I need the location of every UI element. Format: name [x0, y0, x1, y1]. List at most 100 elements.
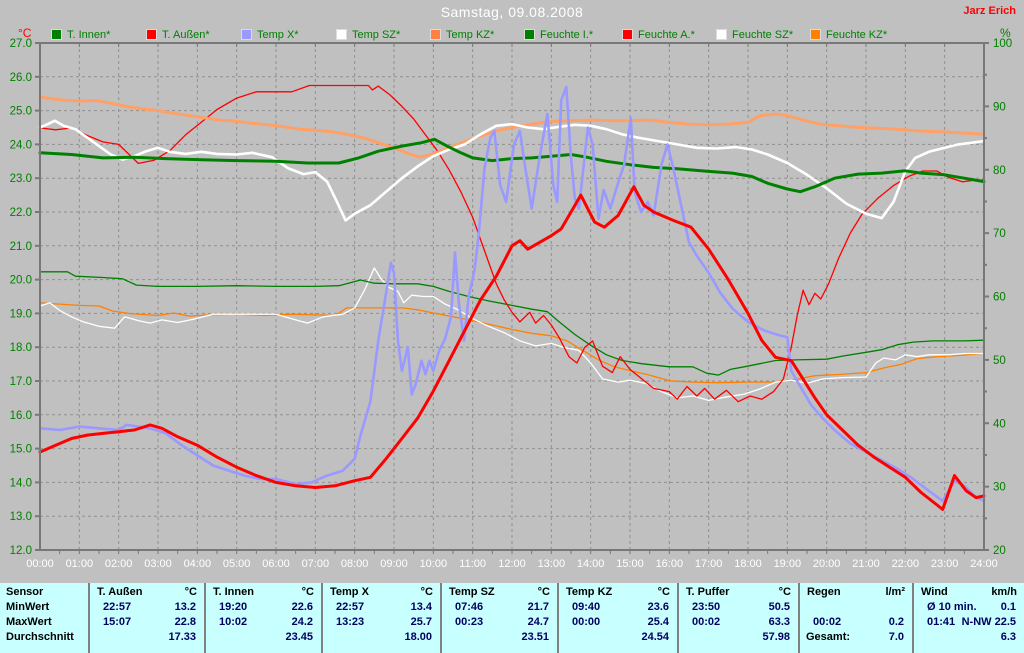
table-column-temp-sz: Temp SZ °C 07:46 21.7 00:23 24.7 23.51: [440, 583, 557, 653]
legend-item-feuchte-kz-: Feuchte KZ*: [810, 28, 887, 41]
x-axis-label: 06:00: [262, 558, 290, 570]
x-axis-label: 05:00: [223, 558, 251, 570]
legend-swatch: [622, 29, 633, 40]
legend-label: Feuchte SZ*: [732, 28, 794, 41]
sensor-name: T. Puffer: [686, 586, 730, 598]
row-label: MaxWert: [6, 616, 52, 628]
avg-row-cell: 18.00: [323, 631, 440, 646]
author-label: Jarz Erich: [963, 5, 1016, 17]
table-column-temp-kz: Temp KZ °C 09:40 23.6 00:00 25.4 24.54: [557, 583, 677, 653]
legend-item-temp-x-: Temp X*: [241, 28, 299, 41]
max-value: N-NW 22.5: [961, 616, 1016, 628]
sensor-unit: l/m²: [885, 586, 905, 598]
legend-swatch: [241, 29, 252, 40]
y-left-label: 13.0: [10, 511, 32, 523]
avg-value: 57.98: [762, 631, 790, 643]
y-right-label: 60: [993, 292, 1006, 304]
min-time: 22:57: [103, 601, 132, 613]
max-value: 63.3: [768, 616, 790, 628]
legend-label: Feuchte A.*: [638, 28, 695, 41]
legend-item-temp-sz-: Temp SZ*: [336, 28, 400, 41]
min-row-cell: 09:40 23.6: [559, 601, 677, 616]
legend-label: Feuchte KZ*: [826, 28, 888, 41]
max-row-cell: 01:41 N-NW 22.5: [914, 616, 1024, 631]
y-right-label: 90: [993, 101, 1006, 113]
x-axis-label: 20:00: [813, 558, 841, 570]
min-value: 13.4: [410, 601, 432, 613]
column-header: Temp SZ °C: [442, 586, 557, 601]
x-axis-label: 01:00: [66, 558, 94, 570]
x-axis-label: 03:00: [144, 558, 172, 570]
max-row-cell: 00:02 0.2: [800, 616, 912, 631]
max-time: 00:02: [692, 616, 721, 628]
x-axis-label: 00:00: [26, 558, 54, 570]
min-time: 09:40: [572, 601, 601, 613]
weather-line-chart: 27.0 26.0 25.0 24.0 23.0 22.0 21.0 20.0 19.0 18.0…: [10, 38, 1013, 570]
legend-swatch: [430, 29, 441, 40]
sensor-unit: °C: [537, 586, 550, 598]
legend-swatch: [146, 29, 157, 40]
series-temp-kz: [38, 95, 986, 159]
min-value: 0.1: [1000, 601, 1016, 613]
sensor-name: Wind: [921, 586, 948, 598]
table-row-label: Sensor: [0, 586, 88, 601]
series-temp-x: [38, 85, 986, 503]
y-left-label: 15.0: [10, 444, 32, 456]
max-value: 0.2: [888, 616, 904, 628]
min-row-cell: 07:46 21.7: [442, 601, 557, 616]
avg-row-cell: 57.98: [679, 631, 798, 646]
max-row-cell: 00:02 63.3: [679, 616, 798, 631]
sensor-unit: °C: [778, 586, 791, 598]
table-row-labels: Sensor MinWert MaxWert Durchschnitt: [0, 583, 88, 653]
legend-label: T. Innen*: [67, 28, 111, 41]
x-axis-label: 17:00: [695, 558, 723, 570]
x-axis-label: 19:00: [774, 558, 802, 570]
sensor-name: Temp KZ: [566, 586, 613, 598]
min-row-cell: 22:57 13.2: [90, 601, 204, 616]
max-value: 22.8: [174, 616, 196, 628]
table-row-label: Durchschnitt: [0, 631, 88, 646]
column-header: Regen l/m²: [800, 586, 912, 601]
min-time: 22:57: [336, 601, 365, 613]
table-column-temp-x: Temp X °C 22:57 13.4 13:23 25.7 18.00: [321, 583, 440, 653]
legend-label: Temp KZ*: [446, 28, 495, 41]
x-axis-label: 10:00: [420, 558, 448, 570]
y-right-label: 30: [993, 482, 1006, 494]
y-left-label: 14.0: [10, 477, 32, 489]
series-feuchte-kz: [39, 302, 985, 384]
row-label: Sensor: [6, 586, 44, 598]
avg-row-cell: 17.33: [90, 631, 204, 646]
y-right-label: 40: [993, 418, 1006, 430]
y-right-label: 50: [993, 355, 1006, 367]
min-value: 23.6: [647, 601, 669, 613]
x-axis-label: 23:00: [931, 558, 959, 570]
max-time: 01:41: [927, 616, 956, 628]
table-row-label: MaxWert: [0, 616, 88, 631]
legend-swatch: [810, 29, 821, 40]
plot-border: [39, 42, 985, 551]
right-axis-unit: %: [1000, 26, 1011, 40]
legend-item-feuchte-sz-: Feuchte SZ*: [716, 28, 793, 41]
min-value: 13.2: [174, 601, 196, 613]
max-time: 00:02: [813, 616, 842, 628]
x-axis-label: 21:00: [852, 558, 880, 570]
avg-value: 18.00: [404, 631, 432, 643]
avg-row-cell: 23.51: [442, 631, 557, 646]
x-axis-label: 04:00: [184, 558, 212, 570]
table-row-label: MinWert: [0, 601, 88, 616]
max-row-cell: 13:23 25.7: [323, 616, 440, 631]
max-value: 25.4: [647, 616, 669, 628]
table-column-t-innen: T. Innen °C 19:20 22.6 10:02 24.2 23.45: [204, 583, 321, 653]
y-left-label: 20.0: [10, 275, 32, 287]
min-time: 19:20: [219, 601, 248, 613]
max-time: 00:00: [572, 616, 601, 628]
max-time: 00:23: [455, 616, 484, 628]
max-time: 13:23: [336, 616, 365, 628]
y-left-label: 24.0: [10, 139, 32, 151]
left-axis-unit: °C: [18, 26, 32, 40]
max-value: 24.2: [291, 616, 313, 628]
y-left-label: 21.0: [10, 241, 32, 253]
avg-time: Gesamt:: [806, 631, 851, 643]
series-temp-sz: [38, 119, 986, 222]
avg-value: 23.45: [285, 631, 313, 643]
